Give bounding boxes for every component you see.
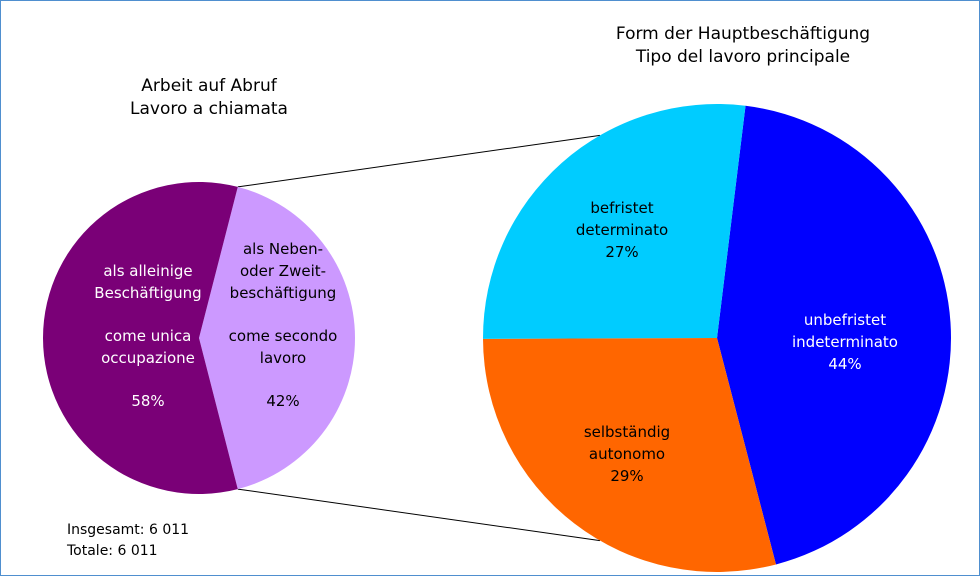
slice-label-fixed-term-1: befristet	[590, 199, 654, 217]
total-footnote: Insgesamt: 6 011 Totale: 6 011	[67, 520, 189, 562]
left-pie-title: Arbeit auf Abruf Lavoro a chiamata	[130, 75, 288, 121]
slice-label-permanent-1: unbefristet	[803, 311, 887, 329]
slice-label-secondary-it-2: lavoro	[259, 349, 307, 367]
pie-slice-sole-employment	[42, 182, 238, 494]
slice-label-secondary-it-1: come secondo	[228, 327, 338, 345]
right-pie-title: Form der Hauptbeschäftigung Tipo del lav…	[616, 23, 870, 69]
slice-value-sole-employment: 58%	[131, 392, 165, 410]
right-pie-title-line-1: Form der Hauptbeschäftigung	[615, 24, 871, 44]
total-footnote-it: Totale: 6 011	[67, 543, 158, 559]
slice-label-self-employed: selbständig autonomo 29%	[584, 421, 670, 487]
connector-line-bottom	[237, 488, 601, 542]
slice-label-secondary-employment: als Neben- oder Zweit- beschäftigung com…	[229, 238, 338, 412]
pie-slice-fixed-term	[483, 103, 746, 339]
left-pie-title-line-1: Arbeit auf Abruf	[141, 76, 277, 96]
slice-value-fixed-term: 27%	[605, 243, 639, 261]
pie-slice-secondary-employment	[199, 186, 355, 490]
connector-line-top	[237, 134, 601, 188]
right-pie-title-line-2: Tipo del lavoro principale	[635, 47, 851, 67]
slice-label-permanent: unbefristet indeterminato 44%	[792, 309, 898, 375]
slice-value-secondary-employment: 42%	[266, 392, 300, 410]
slice-value-permanent: 44%	[828, 355, 862, 373]
total-footnote-de: Insgesamt: 6 011	[67, 522, 190, 538]
slice-label-secondary-de-2: oder Zweit-	[239, 262, 327, 280]
slice-label-secondary-de-3: beschäftigung	[229, 284, 337, 302]
slice-label-fixed-term-2: determinato	[575, 221, 669, 239]
slice-label-self-employed-1: selbständig	[583, 423, 671, 441]
slice-label-permanent-2: indeterminato	[792, 333, 898, 351]
slice-label-sole-it-2: occupazione	[101, 349, 195, 367]
pie-slice-permanent	[717, 105, 952, 565]
slice-label-secondary-de-1: als Neben-	[242, 240, 324, 258]
slice-label-self-employed-2: autonomo	[588, 445, 666, 463]
slice-label-fixed-term: befristet determinato 27%	[576, 197, 668, 263]
left-pie-title-line-2: Lavoro a chiamata	[130, 99, 288, 119]
pie-slice-self-employed	[483, 338, 776, 573]
slice-label-sole-employment: als alleinige Beschäftigung come unica o…	[94, 260, 201, 412]
slice-value-self-employed: 29%	[610, 467, 644, 485]
slice-label-sole-it-1: come unica	[104, 327, 192, 345]
slice-label-sole-de-1: als alleinige	[103, 262, 193, 280]
slice-label-sole-de-2: Beschäftigung	[94, 284, 202, 302]
